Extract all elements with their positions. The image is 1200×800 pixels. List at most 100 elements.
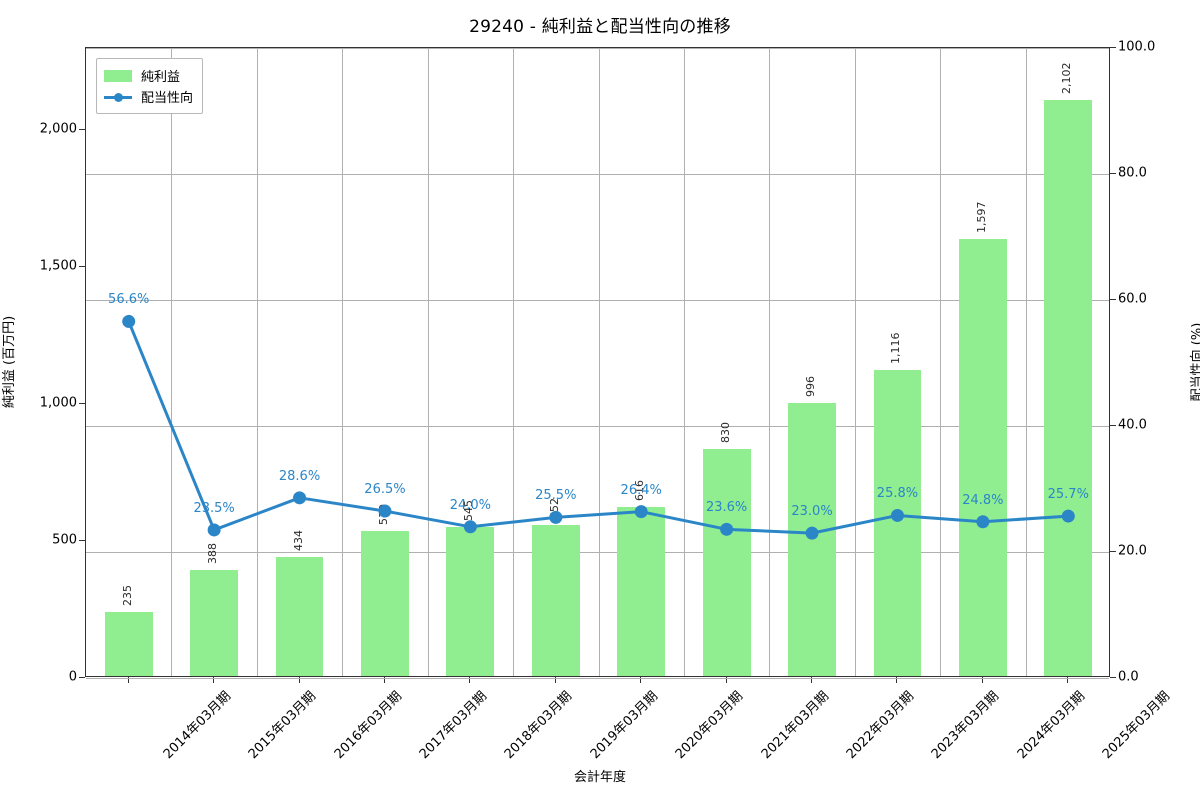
gridline-vertical (854, 48, 856, 676)
x-axis-tick-mark (213, 677, 215, 683)
line-point-value-label: 23.6% (705, 500, 748, 516)
gridline-vertical (342, 48, 344, 676)
y-axis-right-tick-mark (1110, 299, 1116, 300)
bar[interactable] (1044, 100, 1093, 676)
bar[interactable] (275, 557, 324, 676)
y-axis-left-tick-label: 2,000 (39, 121, 77, 137)
y-axis-left-tick-mark (79, 540, 85, 542)
line-point-value-label: 26.4% (620, 482, 662, 498)
bar[interactable] (873, 370, 922, 676)
y-axis-right-tick-label: 60.0 (1118, 291, 1147, 307)
x-axis-tick-mark (725, 677, 727, 683)
x-axis-tick-mark (298, 677, 300, 683)
line-point-marker[interactable] (463, 520, 477, 534)
x-axis-tick-mark (640, 677, 642, 683)
gridline-vertical (940, 48, 942, 676)
bar[interactable] (361, 530, 409, 676)
gridline-vertical (683, 48, 685, 676)
line-point-value-label: 56.6% (108, 292, 150, 308)
line-point-marker[interactable] (378, 504, 392, 518)
line-point-value-label: 28.6% (278, 468, 321, 484)
line-point-marker[interactable] (720, 522, 734, 536)
x-axis-tick-label: 2020年03月期 (672, 688, 747, 763)
line-point-value-label: 24.8% (962, 492, 1004, 508)
line-point-marker[interactable] (1061, 509, 1075, 523)
gridline-vertical (769, 48, 771, 676)
line-point-value-label: 23.0% (791, 504, 833, 520)
line-point-value-label: 25.7% (1047, 487, 1089, 503)
y-axis-left-tick-mark (79, 677, 85, 678)
legend-label-payout-ratio: 配当性向 (141, 91, 194, 106)
chart-legend[interactable]: 純利益 配当性向 (96, 58, 204, 114)
gridline-vertical (598, 48, 600, 676)
gridline-vertical (513, 48, 515, 676)
x-axis-tick-label: 2014年03月期 (160, 688, 234, 763)
y-axis-left-tick-label: 0 (68, 669, 77, 685)
bar[interactable] (958, 238, 1007, 676)
x-axis-tick-label: 2025年03月期 (1100, 688, 1174, 763)
line-point-marker[interactable] (293, 491, 307, 505)
gridline-horizontal (86, 678, 1109, 679)
x-axis-tick-mark (469, 677, 471, 683)
y-axis-left-tick-label: 500 (52, 532, 77, 548)
bar[interactable] (702, 448, 751, 676)
gridline-vertical (1025, 48, 1027, 676)
bar[interactable] (531, 524, 580, 676)
y-axis-right-tick-mark (1110, 425, 1116, 426)
x-axis-tick-mark (981, 677, 983, 683)
gridline-vertical (171, 48, 173, 676)
bar[interactable] (446, 526, 495, 676)
bar[interactable] (190, 569, 239, 676)
gridline-horizontal (86, 552, 1109, 553)
line-point-marker[interactable] (805, 526, 819, 540)
legend-item-payout-ratio[interactable]: 配当性向 (104, 86, 193, 107)
y-axis-left-tick-mark (79, 129, 85, 131)
line-point-value-label: 24.0% (449, 497, 492, 513)
y-axis-right-tick-mark (1110, 677, 1116, 678)
line-point-value-label: 25.5% (535, 488, 577, 504)
x-axis-label: 会計年度 (573, 770, 626, 785)
y-axis-left-tick-mark (79, 266, 85, 268)
line-point-marker[interactable] (207, 523, 221, 537)
line-point-marker[interactable] (549, 510, 563, 524)
y-axis-left-tick-label: 1,500 (39, 258, 77, 274)
x-axis-tick-label: 2023年03月期 (929, 688, 1003, 763)
line-point-value-label: 26.5% (364, 482, 406, 498)
bar[interactable] (104, 611, 153, 676)
y-axis-right-tick-label: 40.0 (1118, 417, 1147, 433)
line-point-marker[interactable] (634, 505, 648, 519)
line-point-marker[interactable] (122, 314, 136, 328)
x-axis-tick-label: 2015年03月期 (245, 688, 320, 763)
bar[interactable] (617, 507, 666, 676)
chart-title: 29240 - 純利益と配当性向の推移 (469, 17, 731, 37)
x-axis-tick-mark (1067, 677, 1069, 683)
gridline-vertical (427, 48, 429, 676)
line-series-payout-ratio (122, 314, 1075, 540)
x-axis-tick-mark (811, 677, 813, 683)
y-axis-right-tick-label: 100.0 (1118, 39, 1156, 55)
y-axis-right-tick-mark (1110, 551, 1116, 552)
line-point-marker[interactable] (890, 508, 904, 522)
line-point-marker[interactable] (976, 515, 990, 529)
legend-line-marker-icon (104, 91, 132, 103)
x-axis-tick-label: 2016年03月期 (331, 688, 405, 763)
plot-area: 2353884345305455526168309961,1161,5972,1… (85, 47, 1110, 679)
line-path (127, 319, 1070, 535)
y-axis-right-tick-mark (1110, 173, 1116, 174)
gridline-horizontal (86, 174, 1109, 175)
x-axis-tick-mark (383, 677, 385, 683)
gridline-horizontal (86, 48, 1109, 49)
y-axis-left-tick-mark (79, 403, 85, 405)
line-point-value-label: 25.8% (876, 486, 919, 502)
gridline-vertical (256, 48, 258, 676)
gridline-horizontal (86, 426, 1109, 427)
gridline-horizontal (86, 300, 1109, 301)
x-axis-tick-label: 2022年03月期 (843, 688, 918, 763)
legend-item-net-income[interactable]: 純利益 (104, 65, 193, 86)
y-axis-right-tick-label: 0.0 (1118, 669, 1139, 685)
y-axis-right-tick-label: 20.0 (1118, 543, 1147, 559)
y-axis-left-label: 純利益 (百万円) (2, 315, 17, 409)
y-axis-right-label: 配当性向 (%) (1190, 322, 1200, 402)
x-axis-tick-label: 2024年03月期 (1014, 688, 1088, 763)
